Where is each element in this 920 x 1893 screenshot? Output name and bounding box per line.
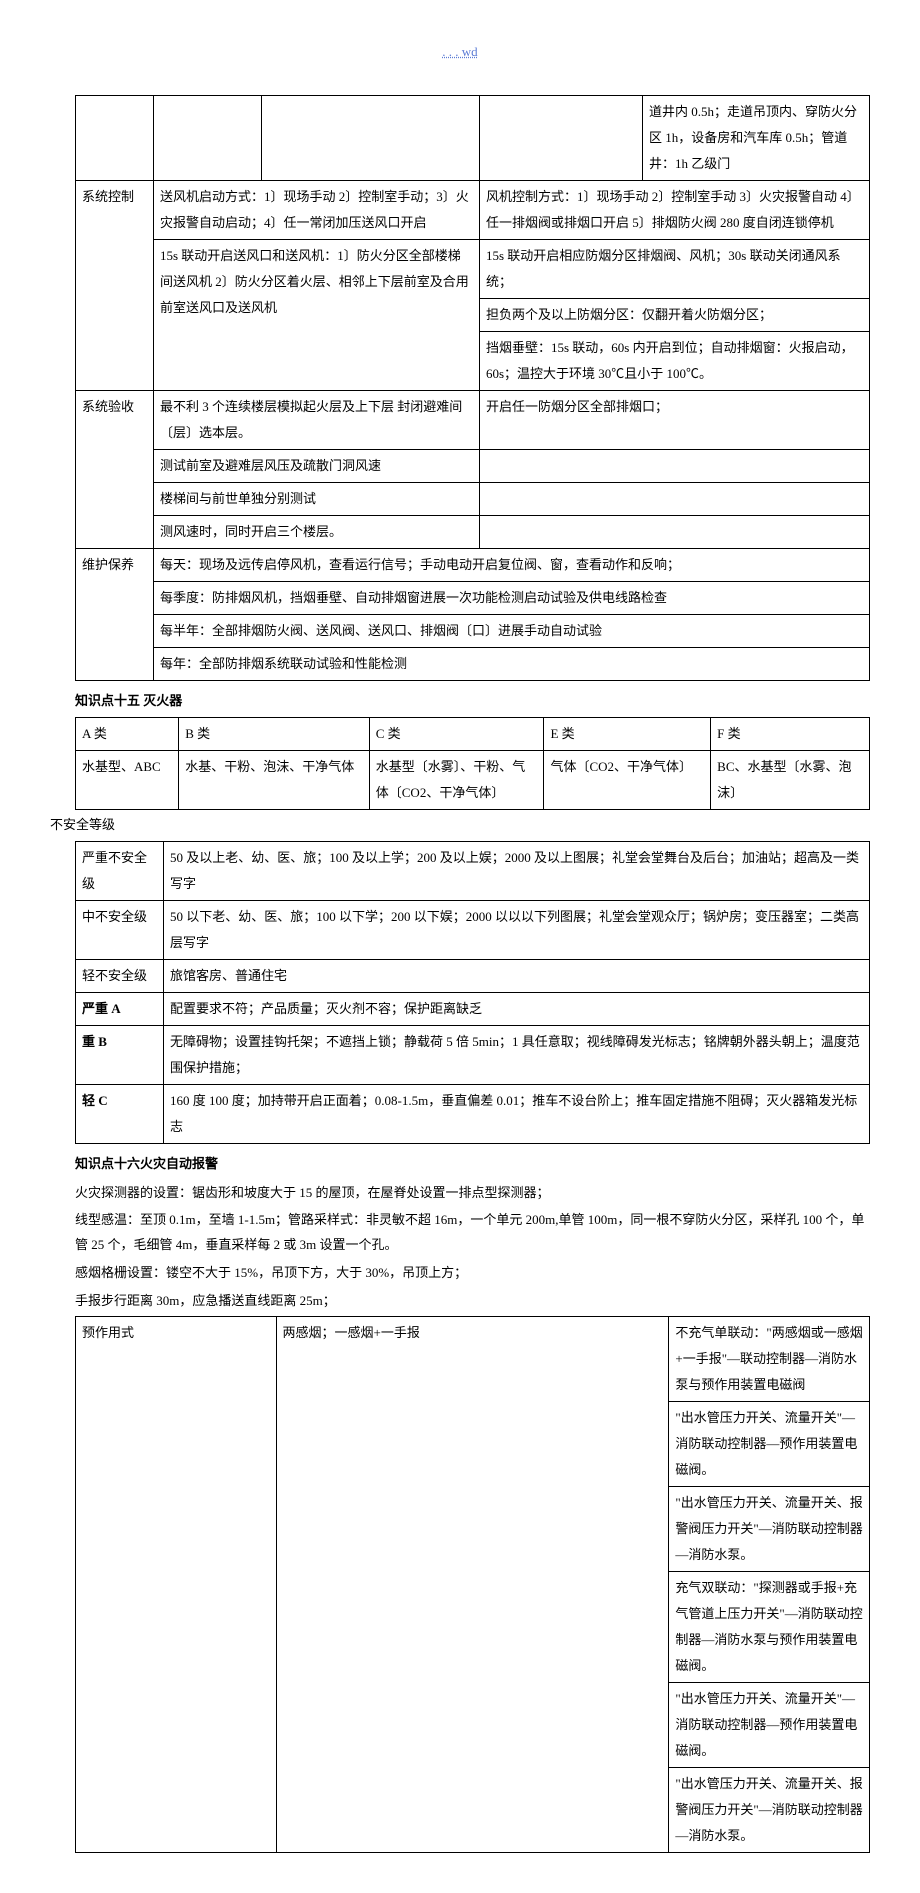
empty-cell [480,449,870,482]
level-name: 轻不安全级 [76,960,164,993]
empty-cell [480,95,643,180]
level-name: 严重不安全级 [76,842,164,901]
cell-f: BC、水基型〔水雾、泡沫〕 [711,751,870,810]
cell-c: 水基型〔水雾〕、干粉、气体〔CO2、干净气体〕 [369,751,544,810]
header-a: A 类 [76,718,179,751]
cell-r4: 充气双联动："探测器或手报+充气管道上压力开关"—消防联动控制器—消防水泵与预作… [669,1572,870,1683]
page-header: . . . wd [50,40,870,65]
unsafe-title: 不安全等级 [50,813,870,838]
cell-test-anteroom: 测试前室及避难层风压及疏散门洞风速 [154,449,480,482]
cell-maintenance: 维护保养 [76,548,154,680]
cell-a: 水基型、ABC [76,751,179,810]
cell-fan-start: 送风机启动方式：1〕现场手动 2〕控制室手动；3〕火灾报警自动启动；4〕任一常闭… [154,180,480,239]
cell-system-control: 系统控制 [76,180,154,390]
empty-cell [480,515,870,548]
extinguisher-type-table: A 类 B 类 C 类 E 类 F 类 水基型、ABC 水基、干粉、泡沫、干净气… [75,717,870,810]
cell-r6: "出水管压力开关、流量开关、报警阀压力开关"—消防联动控制器—消防水泵。 [669,1768,870,1853]
level-name: 轻 C [76,1085,164,1144]
table-row: 轻不安全级旅馆客房、普通住宅 [76,960,870,993]
cell-e: 气体〔CO2、干净气体〕 [544,751,711,810]
cell-unfavorable: 最不利 3 个连续楼层模拟起火层及上下层 封闭避难间〔层〕选本层。 [154,390,480,449]
cell-annual: 每年：全部防排烟系统联动试验和性能检测 [154,647,870,680]
header-e: E 类 [544,718,711,751]
table-row: 轻 C160 度 100 度；加持带开启正面着；0.08-1.5m，垂直偏差 0… [76,1085,870,1144]
cell-15s-link: 15s 联动开启送风口和送风机：1〕防火分区全部楼梯间送风机 2〕防火分区着火层… [154,239,480,390]
cell-pipe-well: 道井内 0.5h；走道吊顶内、穿防火分区 1h，设备房和汽车库 0.5h；管道井… [643,95,870,180]
level-name: 严重 A [76,993,164,1026]
cell-fan-control: 风机控制方式：1〕现场手动 2〕控制室手动 3〕火灾报警自动 4〕任一排烟阀或排… [480,180,870,239]
empty-cell [262,95,480,180]
cell-semiannual: 每半年：全部排烟防火阀、送风阀、送风口、排烟阀〔口〕进展手动自动试验 [154,614,870,647]
cell-open-zone: 开启任一防烟分区全部排烟口； [480,390,870,449]
level-name: 重 B [76,1026,164,1085]
cell-r3: "出水管压力开关、流量开关、报警阀压力开关"—消防联动控制器—消防水泵。 [669,1487,870,1572]
table-row: 严重 A配置要求不符；产品质量；灭火剂不容；保护距离缺乏 [76,993,870,1026]
empty-cell [76,95,154,180]
table-row: A 类 B 类 C 类 E 类 F 类 [76,718,870,751]
level-desc: 50 以下老、幼、医、旅；100 以下学；200 以下娱；2000 以以以下列图… [164,901,870,960]
level-desc: 配置要求不符；产品质量；灭火剂不容；保护距离缺乏 [164,993,870,1026]
unsafe-level-table: 严重不安全级50 及以上老、幼、医、旅；100 及以上学；200 及以上娱；20… [75,841,870,1144]
p-manual-alarm: 手报步行距离 30m，应急播送直线距离 25m； [75,1289,870,1314]
header-link: . . . wd [442,44,477,59]
cell-stair-test: 楼梯间与前世单独分别测试 [154,482,480,515]
cell-15s-smoke: 15s 联动开启相应防烟分区排烟阀、风机；30s 联动关闭通风系统； [480,239,870,298]
empty-cell [480,482,870,515]
cell-daily: 每天：现场及远传启停风机，查看运行信号；手动电动开启复位阀、窗，查看动作和反响； [154,548,870,581]
p-detector: 火灾探测器的设置：锯齿形和坡度大于 15 的屋顶，在屋脊处设置一排点型探测器； [75,1181,870,1206]
header-c: C 类 [369,718,544,751]
table-row: 中不安全级50 以下老、幼、医、旅；100 以下学；200 以下娱；2000 以… [76,901,870,960]
kp16-title: 知识点十六火灾自动报警 [75,1152,870,1177]
table-row: 严重不安全级50 及以上老、幼、医、旅；100 及以上学；200 及以上娱；20… [76,842,870,901]
cell-preaction: 预作用式 [76,1317,277,1853]
kp15-title: 知识点十五 灭火器 [75,689,870,714]
cell-r5: "出水管压力开关、流量开关"—消防联动控制器—预作用装置电磁阀。 [669,1683,870,1768]
cell-two-smoke: 两感烟；一感烟+一手报 [276,1317,669,1853]
cell-smoke-barrier: 挡烟垂壁：15s 联动，60s 内开启到位；自动排烟窗：火报启动，60s；温控大… [480,331,870,390]
table-row: 水基型、ABC 水基、干粉、泡沫、干净气体 水基型〔水雾〕、干粉、气体〔CO2、… [76,751,870,810]
level-desc: 160 度 100 度；加持带开启正面着；0.08-1.5m，垂直偏差 0.01… [164,1085,870,1144]
table-row: 重 B无障碍物；设置挂钩托架；不遮挡上锁；静载荷 5 倍 5min；1 具任意取… [76,1026,870,1085]
cell-multi-zone: 担负两个及以上防烟分区：仅翻开着火防烟分区； [480,298,870,331]
level-desc: 无障碍物；设置挂钩托架；不遮挡上锁；静载荷 5 倍 5min；1 具任意取；视线… [164,1026,870,1085]
cell-r2: "出水管压力开关、流量开关"—消防联动控制器—预作用装置电磁阀。 [669,1402,870,1487]
header-b: B 类 [179,718,370,751]
level-name: 中不安全级 [76,901,164,960]
cell-system-accept: 系统验收 [76,390,154,548]
p-linear-temp: 线型感温：至顶 0.1m，至墙 1-1.5m；管路采样式：非灵敏不超 16m，一… [75,1208,870,1257]
cell-no-gas-single: 不充气单联动："两感烟或一感烟+一手报"—联动控制器—消防水泵与预作用装置电磁阀 [669,1317,870,1402]
header-f: F 类 [711,718,870,751]
preaction-table: 预作用式 两感烟；一感烟+一手报 不充气单联动："两感烟或一感烟+一手报"—联动… [75,1316,870,1853]
cell-b: 水基、干粉、泡沫、干净气体 [179,751,370,810]
cell-quarterly: 每季度：防排烟风机，挡烟垂壁、自动排烟窗进展一次功能检测启动试验及供电线路检查 [154,581,870,614]
p-smoke-grille: 感烟格栅设置：镂空不大于 15%，吊顶下方，大于 30%，吊顶上方； [75,1261,870,1286]
system-table: 道井内 0.5h；走道吊顶内、穿防火分区 1h，设备房和汽车库 0.5h；管道井… [75,95,870,681]
cell-wind-speed: 测风速时，同时开启三个楼层。 [154,515,480,548]
empty-cell [154,95,262,180]
level-desc: 50 及以上老、幼、医、旅；100 及以上学；200 及以上娱；2000 及以上… [164,842,870,901]
level-desc: 旅馆客房、普通住宅 [164,960,870,993]
table-row: 预作用式 两感烟；一感烟+一手报 不充气单联动："两感烟或一感烟+一手报"—联动… [76,1317,870,1402]
